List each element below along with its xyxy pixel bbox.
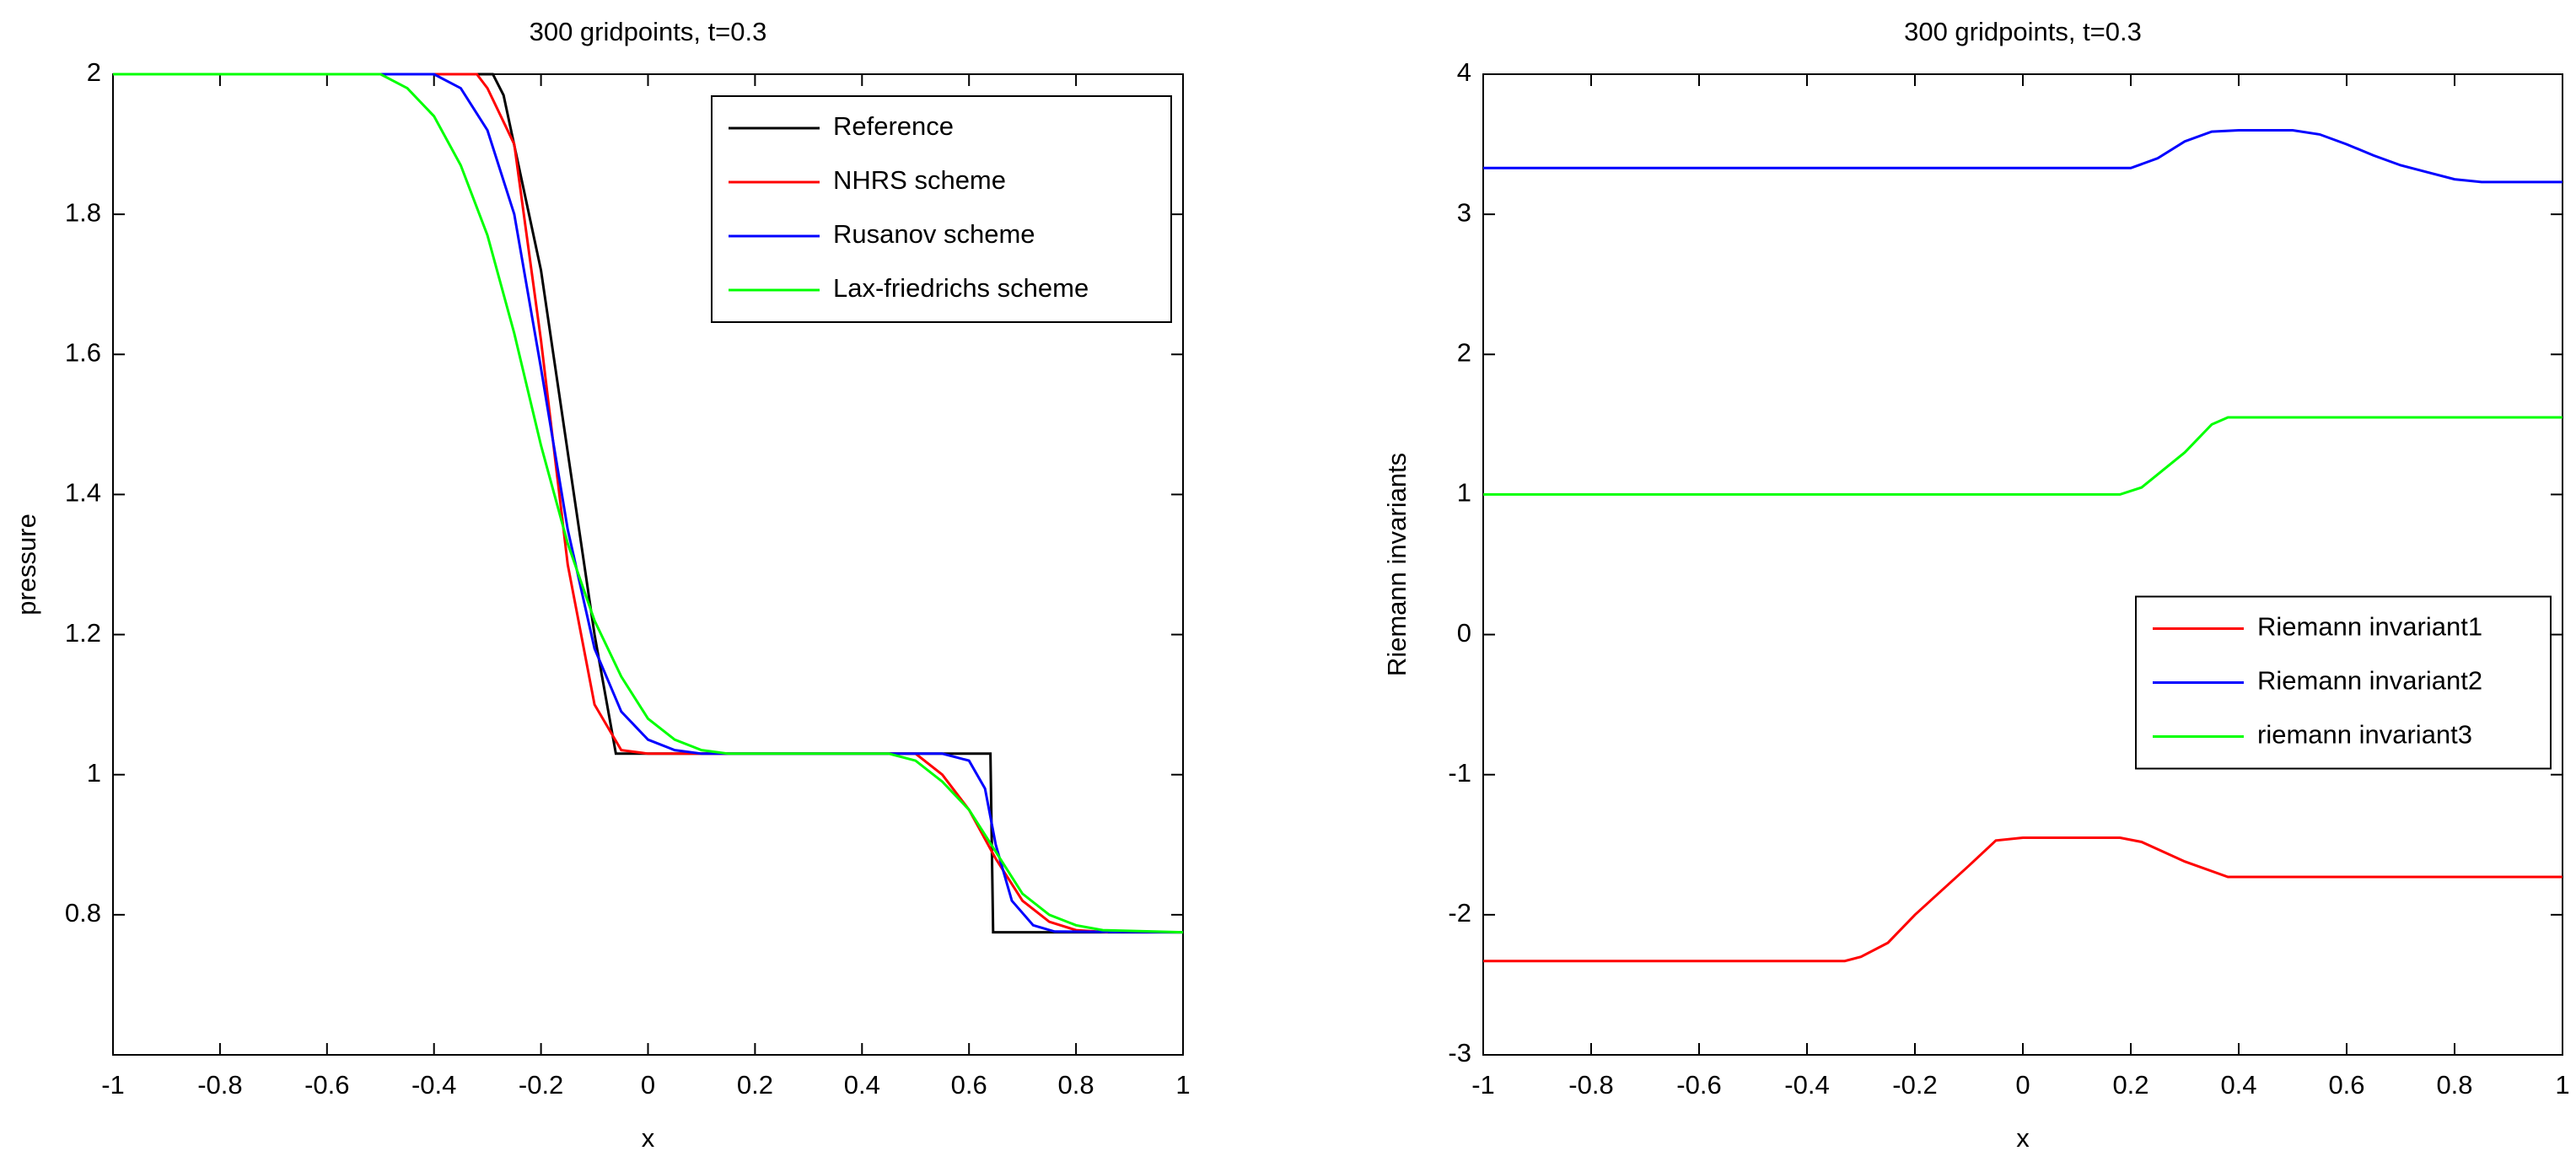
x-tick-label: 0.2 [737,1070,773,1100]
series-line [1483,129,2563,184]
x-tick-label: 0.8 [2436,1070,2472,1100]
y-tick-label: 0.8 [65,898,101,928]
legend-label: Riemann invariant1 [2257,612,2482,642]
x-tick-label: 0.6 [2328,1070,2364,1100]
x-tick-label: -0.8 [197,1070,242,1100]
y-tick-label: 1 [87,758,101,788]
x-axis-label: x [2016,1123,2030,1153]
x-tick-label: 0 [641,1070,655,1100]
y-tick-label: -1 [1448,758,1471,788]
x-tick-label: -1 [101,1070,125,1100]
series-line [1483,416,2563,496]
series-line [113,73,1184,934]
x-tick-label: 1 [1175,1070,1190,1100]
y-tick-label: 3 [1457,197,1471,227]
chart-title: 300 gridpoints, t=0.3 [1904,17,2142,46]
x-tick-label: -0.6 [1676,1070,1721,1100]
x-tick-label: 0.4 [844,1070,880,1100]
y-tick-label: 1.6 [65,337,101,367]
series-line [113,73,1183,934]
x-tick-label: 0 [2015,1070,2030,1100]
y-tick-label: 1.4 [65,478,101,508]
x-tick-label: -0.6 [304,1070,349,1100]
x-tick-label: 0.2 [2112,1070,2148,1100]
legend-label: Rusanov scheme [833,219,1035,249]
x-tick-label: 0.4 [2220,1070,2256,1100]
y-axis-label: pressure [12,514,41,616]
x-tick-label: -0.2 [519,1070,563,1100]
axes: 300 gridpoints, t=0.3 x Riemann invariants… [1382,17,2569,1153]
y-tick-label: 1.8 [65,197,101,227]
y-axis-label: Riemann invariants [1382,453,1412,676]
x-tick-label: 0.8 [1058,1070,1094,1100]
y-tick-label: 4 [1457,57,1471,87]
y-tick-label: 1.2 [65,618,101,648]
y-tick-label: 0 [1457,618,1471,648]
legend-label: riemann invariant3 [2257,720,2472,750]
x-tick-label: 0.6 [951,1070,987,1100]
y-tick-label: 2 [87,57,101,87]
series-line [113,73,1184,934]
x-tick-label: -1 [1471,1070,1495,1100]
plot-area [1482,73,2563,1056]
legend-label: Reference [833,111,954,141]
x-tick-label: -0.4 [411,1070,456,1100]
x-tick-label: -0.2 [1892,1070,1937,1100]
x-tick-label: 1 [2555,1070,2569,1100]
y-tick-label: 2 [1457,337,1471,367]
y-tick-label: 1 [1457,478,1471,508]
axes: 300 gridpoints, t=0.3 x pressure -1 -0.8 -0.6… [12,17,1190,1153]
y-tick-label: -3 [1448,1038,1471,1068]
series-line [113,73,1109,934]
x-axis-label: x [642,1123,655,1153]
x-tick-label: -0.8 [1568,1070,1613,1100]
legend-label: Riemann invariant2 [2257,666,2482,696]
series-line [1483,836,2563,963]
y-tick-label: -2 [1448,898,1471,928]
chart-title: 300 gridpoints, t=0.3 [530,17,767,46]
x-tick-label: -0.4 [1784,1070,1829,1100]
legend-box [711,95,1172,323]
legend-label: NHRS scheme [833,165,1006,195]
legend-label: Lax-friedrichs scheme [833,273,1089,303]
